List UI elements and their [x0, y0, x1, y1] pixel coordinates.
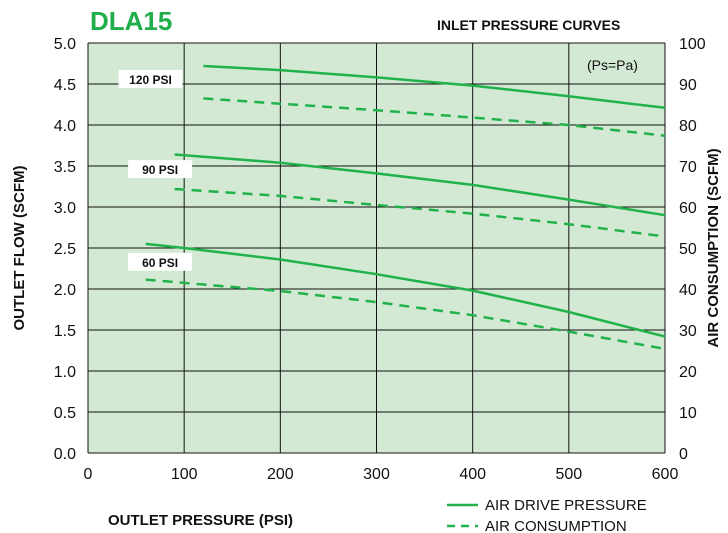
y-tick-label: 2.5	[54, 241, 76, 258]
flow-curve-120-psi	[203, 64, 666, 110]
y2-tick-label: 50	[679, 241, 697, 258]
y-tick-label: 3.5	[54, 159, 76, 176]
y-tick-label: 0.5	[54, 405, 76, 422]
inlet-label-90-psi: 90 PSI	[142, 163, 178, 177]
y-tick-labels: 0.0 0.5 1.0 1.5 2.0 2.5 3.0 3.5 4.0 4.5 5.0	[54, 36, 76, 463]
y2-tick-label: 10	[679, 405, 697, 422]
y-tick-label: 0.0	[54, 446, 76, 463]
consumption-curve-60-psi	[145, 278, 666, 351]
y-tick-label: 4.5	[54, 77, 76, 94]
y-tick-label: 3.0	[54, 200, 76, 217]
inlet-label-60-psi: 60 PSI	[142, 256, 178, 270]
x-tick-label: 600	[652, 466, 679, 483]
chart-title: INLET PRESSURE CURVES	[437, 17, 620, 33]
x-tick-label: 200	[267, 466, 294, 483]
consumption-curve-90-psi	[174, 187, 666, 238]
y2-axis-title: AIR CONSUMPTION (SCFM)	[705, 148, 722, 347]
flow-curve-90-psi	[174, 153, 666, 217]
y-tick-label: 5.0	[54, 36, 76, 53]
consumption-curve-120-psi	[203, 97, 666, 137]
y-tick-label: 4.0	[54, 118, 76, 135]
label-bg	[128, 160, 193, 179]
x-tick-labels: 0 100 200 300 400 500 600	[84, 466, 679, 483]
y2-tick-label: 30	[679, 323, 697, 340]
series-group	[145, 64, 666, 351]
x-tick-label: 0	[84, 466, 93, 483]
y-tick-label: 1.5	[54, 323, 76, 340]
y2-tick-label: 60	[679, 200, 697, 217]
legend-item-air-drive-pressure: AIR DRIVE PRESSURE	[485, 497, 647, 514]
y2-tick-label: 0	[679, 446, 688, 463]
y2-tick-label: 100	[679, 36, 706, 53]
y2-tick-label: 70	[679, 159, 697, 176]
x-tick-label: 500	[555, 466, 582, 483]
y2-tick-label: 90	[679, 77, 697, 94]
x-axis-title: OUTLET PRESSURE (PSI)	[108, 512, 293, 529]
y-axis-title: OUTLET FLOW (SCFM)	[11, 166, 28, 331]
inlet-label-120-psi: 120 PSI	[129, 73, 172, 87]
legend-item-air-consumption: AIR CONSUMPTION	[485, 518, 627, 533]
y2-tick-labels: 0 10 20 30 40 50 60 70 80 90 100	[679, 36, 706, 463]
pressure-note: (Ps=Pa)	[587, 57, 638, 73]
x-tick-label: 400	[459, 466, 486, 483]
x-tick-label: 100	[171, 466, 198, 483]
y-tick-label: 2.0	[54, 282, 76, 299]
y-tick-label: 1.0	[54, 364, 76, 381]
y2-tick-label: 20	[679, 364, 697, 381]
y2-tick-label: 40	[679, 282, 697, 299]
flow-curve-60-psi	[145, 242, 666, 338]
inlet-pressure-labels: 120 PSI 90 PSI 60 PSI	[118, 69, 193, 271]
y2-tick-label: 80	[679, 118, 697, 135]
label-bg	[118, 69, 183, 88]
legend: AIR DRIVE PRESSURE AIR CONSUMPTION	[447, 497, 647, 533]
brand-title: DLA15	[90, 6, 172, 36]
label-bg	[128, 252, 193, 271]
x-tick-label: 300	[363, 466, 390, 483]
